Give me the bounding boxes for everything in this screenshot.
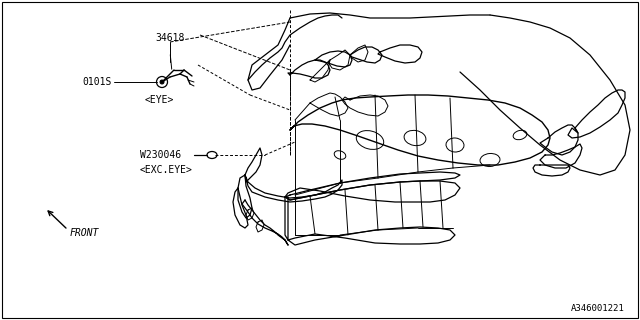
Text: A346001221: A346001221 xyxy=(572,304,625,313)
Text: W230046: W230046 xyxy=(140,150,181,160)
Text: <EXC.EYE>: <EXC.EYE> xyxy=(140,165,193,175)
Text: FRONT: FRONT xyxy=(70,228,99,238)
Text: <EYE>: <EYE> xyxy=(145,95,174,105)
Text: 34618: 34618 xyxy=(155,33,184,43)
Circle shape xyxy=(160,80,164,84)
Text: 0101S: 0101S xyxy=(83,77,112,87)
